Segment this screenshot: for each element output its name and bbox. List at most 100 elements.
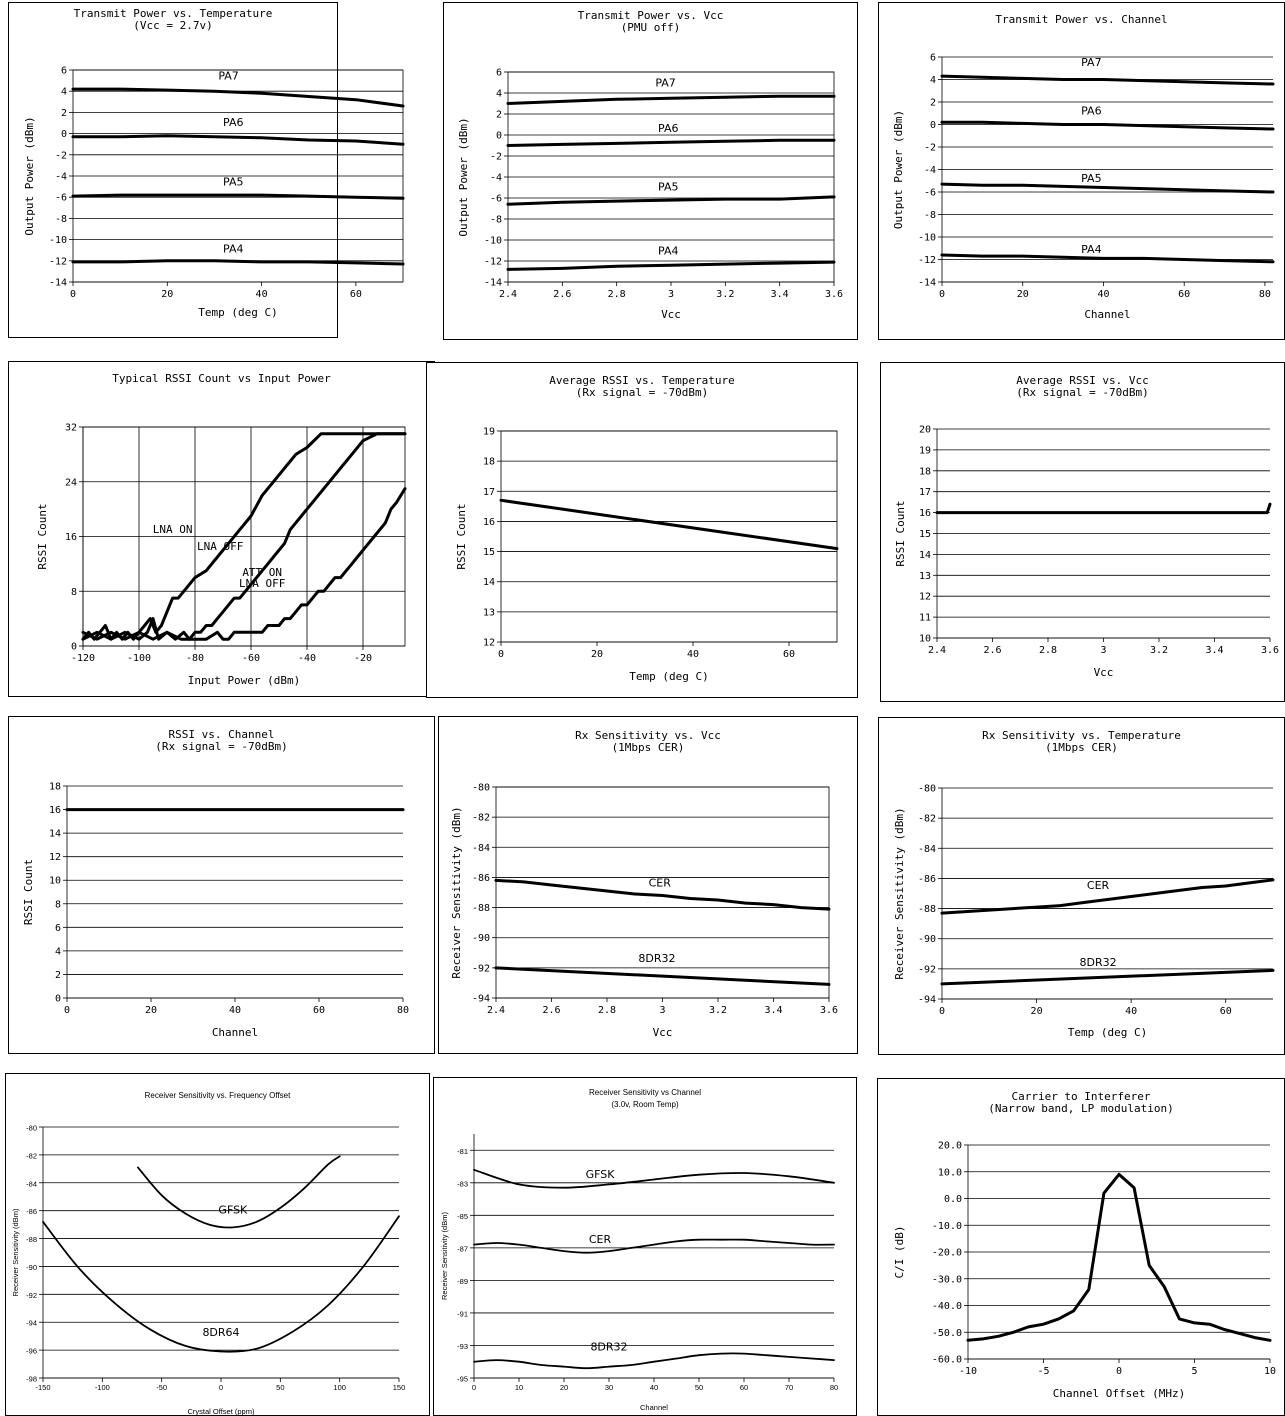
y-tick-label: 0 [61,129,67,140]
y-tick-label: -94 [26,1319,37,1328]
y-tick-label: 10.0 [938,1167,962,1178]
chart-title: (Rx signal = -70dBm) [1016,386,1148,399]
y-tick-label: -50.0 [932,1328,962,1339]
x-tick-label: 3 [668,289,674,300]
y-axis-label: Output Power (dBm) [23,116,36,235]
x-tick-label: 3.4 [771,289,789,300]
series-label: PA5 [223,176,243,189]
y-tick-label: 11 [919,613,931,624]
y-tick-label: 0.0 [944,1194,962,1205]
y-tick-label: 2 [496,110,502,121]
y-tick-label: -8 [924,210,936,221]
y-tick-label: -14 [49,278,67,289]
y-tick-label: -4 [490,173,502,184]
x-axis-label: Vcc [1094,666,1114,679]
annotation-label: LNA OFF [197,540,243,553]
y-tick-label: 2 [55,970,61,981]
y-tick-label: 0 [930,120,936,131]
y-tick-label: 12 [483,638,495,649]
y-tick-label: -60.0 [932,1355,962,1366]
y-tick-label: -14 [918,278,936,289]
x-tick-label: 20 [1031,1006,1043,1017]
y-tick-label: -10 [918,233,936,244]
x-tick-label: 0 [939,1006,945,1017]
series-line-8dr64 [42,1215,400,1353]
panel-border [8,716,435,1054]
x-tick-label: 10 [1264,1366,1276,1377]
y-tick-label: -80 [472,783,490,794]
chart-panel-c12: Carrier to Interferer(Narrow band, LP mo… [877,1078,1285,1416]
x-tick-label: -100 [127,653,151,664]
x-tick-label: -10 [959,1366,977,1377]
chart-panel-c11: Receiver Sensitivity vs Channel (3.0v, Ro… [433,1077,857,1416]
x-tick-label: 80 [830,1383,838,1392]
y-tick-label: -40.0 [932,1301,962,1312]
y-tick-label: -12 [918,255,936,266]
y-tick-label: -90 [472,933,490,944]
series-line-gfsk [473,1168,835,1189]
series-line-pa4 [71,259,405,266]
y-tick-label: -93 [457,1342,468,1351]
series-label: PA7 [655,77,675,90]
y-tick-label: 4 [930,75,936,86]
y-tick-label: -94 [918,995,936,1006]
x-tick-label: 40 [650,1383,658,1392]
annotation-label: ATT ON [242,566,282,579]
series-label: CER [589,1233,612,1246]
y-tick-label: -14 [484,278,502,289]
chart-title: (Vcc = 2.7v) [133,19,212,32]
series-label: CER [1087,879,1110,892]
x-tick-label: 20 [161,289,173,300]
x-tick-label: 80 [397,1005,409,1016]
y-tick-label: -92 [26,1291,37,1300]
y-tick-label: 2 [61,108,67,119]
y-tick-label: 10 [919,634,931,645]
y-tick-label: 32 [65,423,77,434]
x-axis-label: Temp (deg C) [1068,1026,1147,1039]
series-line-pa5 [940,182,1275,194]
series-line [966,1172,1272,1342]
x-tick-label: 40 [229,1005,241,1016]
y-tick-label: -12 [49,256,67,267]
chart-title: Transmit Power vs. Vcc [578,9,724,22]
y-tick-label: -10 [49,235,67,246]
x-tick-label: 2.6 [983,645,1001,656]
x-tick-label: -40 [298,653,316,664]
y-tick-label: -98 [26,1375,37,1384]
y-tick-label: 4 [496,89,502,100]
y-tick-label: 15 [919,529,931,540]
y-tick-label: -84 [472,843,490,854]
y-tick-label: 13 [919,571,931,582]
y-tick-label: 14 [49,829,61,840]
series-line-pa5 [71,193,405,200]
y-tick-label: -88 [26,1235,37,1244]
x-tick-label: 0 [70,289,76,300]
panel-border [878,2,1285,340]
annotation-label: LNA OFF [239,577,285,590]
y-tick-label: 12 [49,852,61,863]
series-label: PA5 [1081,172,1101,185]
y-tick-label: 20 [919,425,931,436]
y-tick-label: 16 [49,805,61,816]
series-line [499,498,839,551]
y-tick-label: -80 [26,1124,37,1133]
x-tick-label: 0 [939,289,945,300]
x-tick-label: 3.6 [1261,645,1279,656]
x-tick-label: 2.8 [608,289,626,300]
series-label: 8DR32 [638,952,675,965]
y-tick-label: -84 [26,1179,37,1188]
chart-title: Rx Sensitivity vs. Vcc [575,729,721,742]
y-tick-label: 19 [919,445,931,456]
x-tick-label: 2.4 [928,645,946,656]
series-line-pa6 [71,134,405,146]
series-line-pa6 [940,120,1275,131]
x-tick-label: 60 [350,289,362,300]
series-line-pa4 [940,253,1275,264]
y-tick-label: -89 [457,1277,468,1286]
series-label: PA5 [658,181,678,194]
y-tick-label: 0 [55,994,61,1005]
x-tick-label: 40 [1125,1006,1137,1017]
x-axis-label: Channel [640,1403,668,1412]
x-tick-label: 80 [1259,289,1271,300]
x-tick-label: 70 [785,1383,793,1392]
